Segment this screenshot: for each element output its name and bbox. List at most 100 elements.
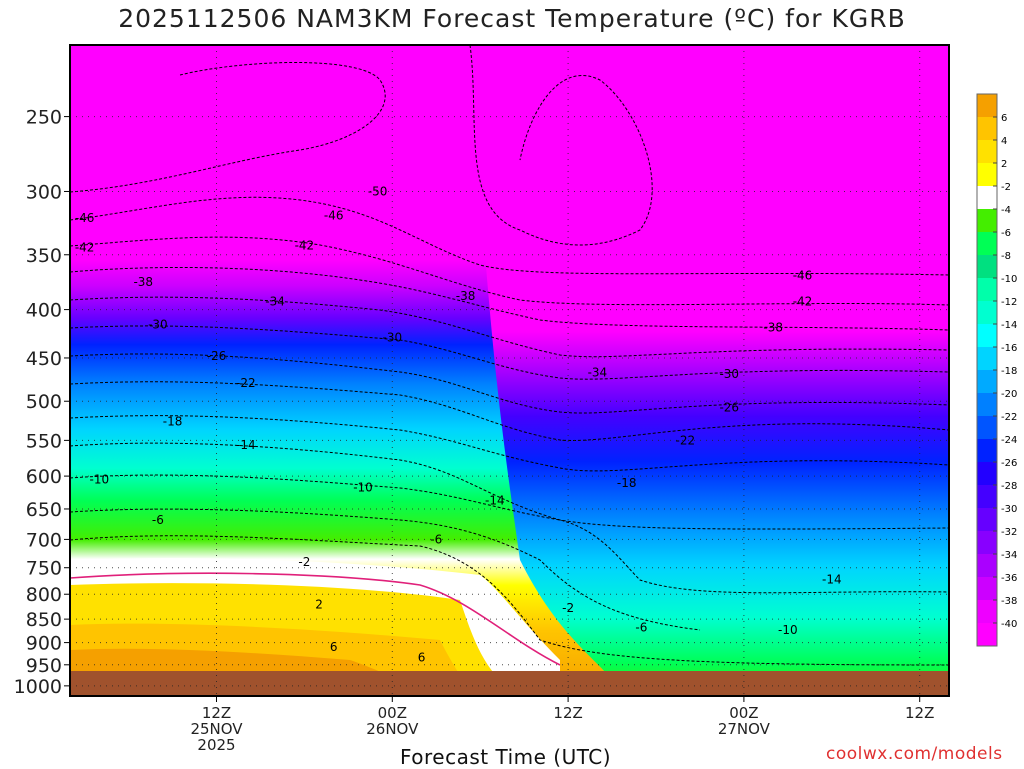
colorbar-swatch: [977, 209, 997, 233]
colorbar-swatch: [977, 163, 997, 187]
colorbar-label: -34: [1001, 550, 1017, 561]
isotherm-line: [70, 381, 949, 441]
contour-label: -30: [719, 367, 739, 381]
colorbar-label: -38: [1001, 596, 1017, 607]
contour-label: -34: [265, 294, 285, 308]
x-axis-label: Forecast Time (UTC): [400, 745, 612, 769]
contour-label: -46: [75, 211, 95, 225]
contour-label: -22: [236, 376, 256, 390]
contour-label: -42: [295, 238, 315, 252]
colorbar-swatch: [977, 370, 997, 394]
colorbar-label: -12: [1001, 297, 1017, 308]
plot-frame: [69, 44, 950, 697]
isotherm-line: [70, 353, 949, 414]
isotherm-line: [70, 415, 949, 472]
isotherm-line: [70, 196, 949, 276]
isotherm-lines: [70, 45, 949, 666]
colorbar-swatch: [977, 278, 997, 302]
contour-label: -30: [148, 318, 168, 332]
y-tick-label: 500: [26, 391, 62, 413]
y-tick-label: 700: [26, 529, 62, 551]
contour-label: -2: [298, 555, 310, 569]
y-tick-label: 650: [26, 499, 62, 521]
contour-label: -30: [382, 330, 402, 344]
isotherm-line: [469, 45, 653, 246]
y-tick-label: 450: [26, 348, 62, 370]
contour-label: -46: [793, 268, 813, 282]
grid: [70, 45, 949, 696]
colorbar-label: -6: [1001, 228, 1011, 239]
colorbar-swatch: [977, 186, 997, 210]
contour-label: -18: [163, 414, 183, 428]
colorbar-label: -4: [1001, 205, 1011, 216]
ground: [70, 671, 949, 696]
contour-label: -6: [430, 532, 442, 546]
isotherm-line: [70, 266, 949, 331]
colorbar-swatch: [977, 94, 997, 118]
freezing-line: [70, 572, 561, 666]
contour-label: 6: [418, 650, 426, 664]
colorbar-label: -32: [1001, 527, 1017, 538]
x-tick-label: 12Z: [905, 704, 934, 722]
colorbar-label: -36: [1001, 573, 1017, 584]
contour-label: -38: [763, 321, 783, 335]
colorbar-label: -16: [1001, 343, 1017, 354]
contour-label: -22: [675, 433, 695, 447]
colorbar-swatch: [977, 416, 997, 440]
colorbar-swatch: [977, 393, 997, 417]
y-tick-label: 250: [26, 107, 62, 129]
contour-label: 6: [330, 640, 338, 654]
contour-label: -38: [456, 289, 476, 303]
y-tick-label: 600: [26, 466, 62, 488]
colorbar-label: 6: [1001, 113, 1007, 124]
credit-link[interactable]: coolwx.com/models: [826, 744, 1003, 764]
contour-label: -10: [89, 473, 109, 487]
colorbar-label: -18: [1001, 366, 1017, 377]
colorbar-label: -24: [1001, 435, 1017, 446]
field-left: [70, 45, 620, 696]
colorbar-label: -22: [1001, 412, 1017, 423]
y-tick-label: 1000: [14, 676, 62, 698]
isotherm-line: [70, 442, 949, 530]
colorbar-swatch: [977, 347, 997, 371]
contour-label: -14: [236, 438, 256, 452]
colorbar-label: -26: [1001, 458, 1017, 469]
colorbar-swatch: [977, 324, 997, 348]
contour-label: -38: [133, 275, 153, 289]
y-axis: 2503003504004505005506006507007508008509…: [14, 107, 70, 698]
colorbar-label: -30: [1001, 504, 1017, 515]
contour-label: -6: [152, 513, 164, 527]
x-tick-label: 26NOV: [366, 720, 419, 738]
contour-labels: -50 -46 -46 -46 -42 -42 -42 -38 -38 -38 -34 -34 -30 -…: [75, 184, 842, 664]
y-tick-label: 400: [26, 300, 62, 322]
colorbar-swatch: [977, 117, 997, 141]
colorbar-swatch: [977, 508, 997, 532]
contour-label: -14: [822, 573, 842, 587]
colorbar-label: -2: [1001, 182, 1011, 193]
colorbar-label: 2: [1001, 159, 1007, 170]
isotherm-line: [70, 236, 949, 306]
contour-label: -26: [719, 401, 739, 415]
contour-label: -50: [368, 184, 388, 198]
colorbar-swatch: [977, 462, 997, 486]
colorbar-swatch: [977, 439, 997, 463]
colorbar-swatch: [977, 255, 997, 279]
contour-label: -14: [485, 494, 505, 508]
x-tick-label: 12Z: [553, 704, 582, 722]
colorbar: 6 4 2 -2 -4 -6 -8 -10 -12 -14 -16 -18 -20 -22 -24 -26 -2…: [976, 93, 1017, 647]
contour-label: -2: [562, 601, 574, 615]
colorbar-swatch: [977, 140, 997, 164]
colorbar-label: -10: [1001, 274, 1017, 285]
contour-label: -18: [617, 476, 637, 490]
y-tick-label: 550: [26, 430, 62, 452]
colorbar-label: 4: [1001, 136, 1007, 147]
contour-label: -10: [353, 481, 373, 495]
y-tick-label: 850: [26, 609, 62, 631]
colorbar-swatch: [977, 577, 997, 601]
colorbar-label: -28: [1001, 481, 1017, 492]
contour-label: -46: [324, 208, 344, 222]
contour-label: -10: [778, 623, 798, 637]
contour-label: -6: [635, 621, 647, 635]
x-tick-label: 2025: [197, 736, 235, 754]
